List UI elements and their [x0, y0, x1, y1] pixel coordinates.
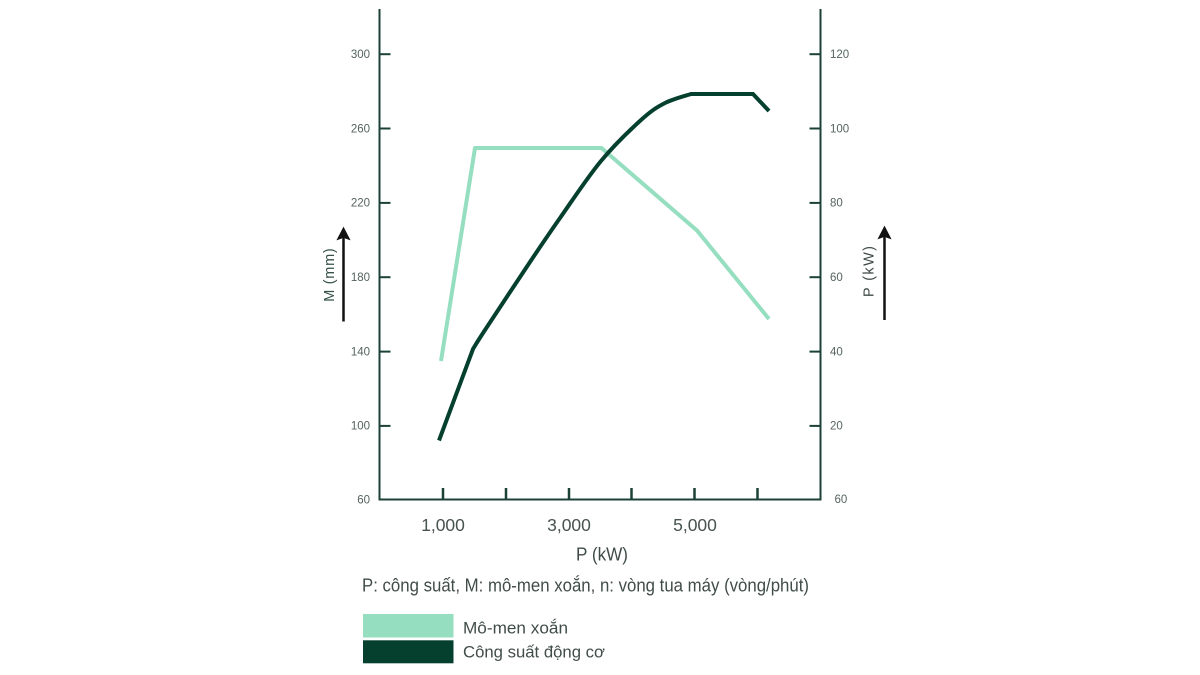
svg-text:260: 260: [351, 123, 370, 135]
svg-text:5,000: 5,000: [673, 515, 717, 535]
svg-text:P (kW): P (kW): [576, 545, 628, 565]
svg-text:60: 60: [835, 494, 848, 506]
svg-text:220: 220: [351, 198, 370, 210]
svg-text:100: 100: [830, 123, 849, 135]
svg-text:3,000: 3,000: [547, 515, 591, 535]
svg-text:Công suất động cơ: Công suất động cơ: [463, 643, 605, 662]
svg-text:20: 20: [830, 421, 843, 433]
svg-text:M (mm): M (mm): [322, 248, 338, 302]
svg-text:60: 60: [830, 272, 843, 284]
svg-text:180: 180: [351, 272, 370, 284]
svg-text:Mô-men xoắn: Mô-men xoắn: [463, 619, 568, 638]
svg-text:140: 140: [351, 346, 370, 358]
svg-text:60: 60: [357, 495, 370, 507]
svg-text:120: 120: [830, 49, 849, 61]
svg-text:80: 80: [830, 198, 843, 210]
svg-text:40: 40: [830, 346, 843, 358]
svg-text:1,000: 1,000: [421, 515, 465, 535]
svg-text:300: 300: [351, 49, 370, 61]
svg-text:100: 100: [351, 421, 370, 433]
svg-text:P (kW): P (kW): [862, 246, 878, 297]
svg-text:P: công suất, M: mô-men xoắn,: P: công suất, M: mô-men xoắn, n: vòng tu…: [362, 575, 809, 596]
